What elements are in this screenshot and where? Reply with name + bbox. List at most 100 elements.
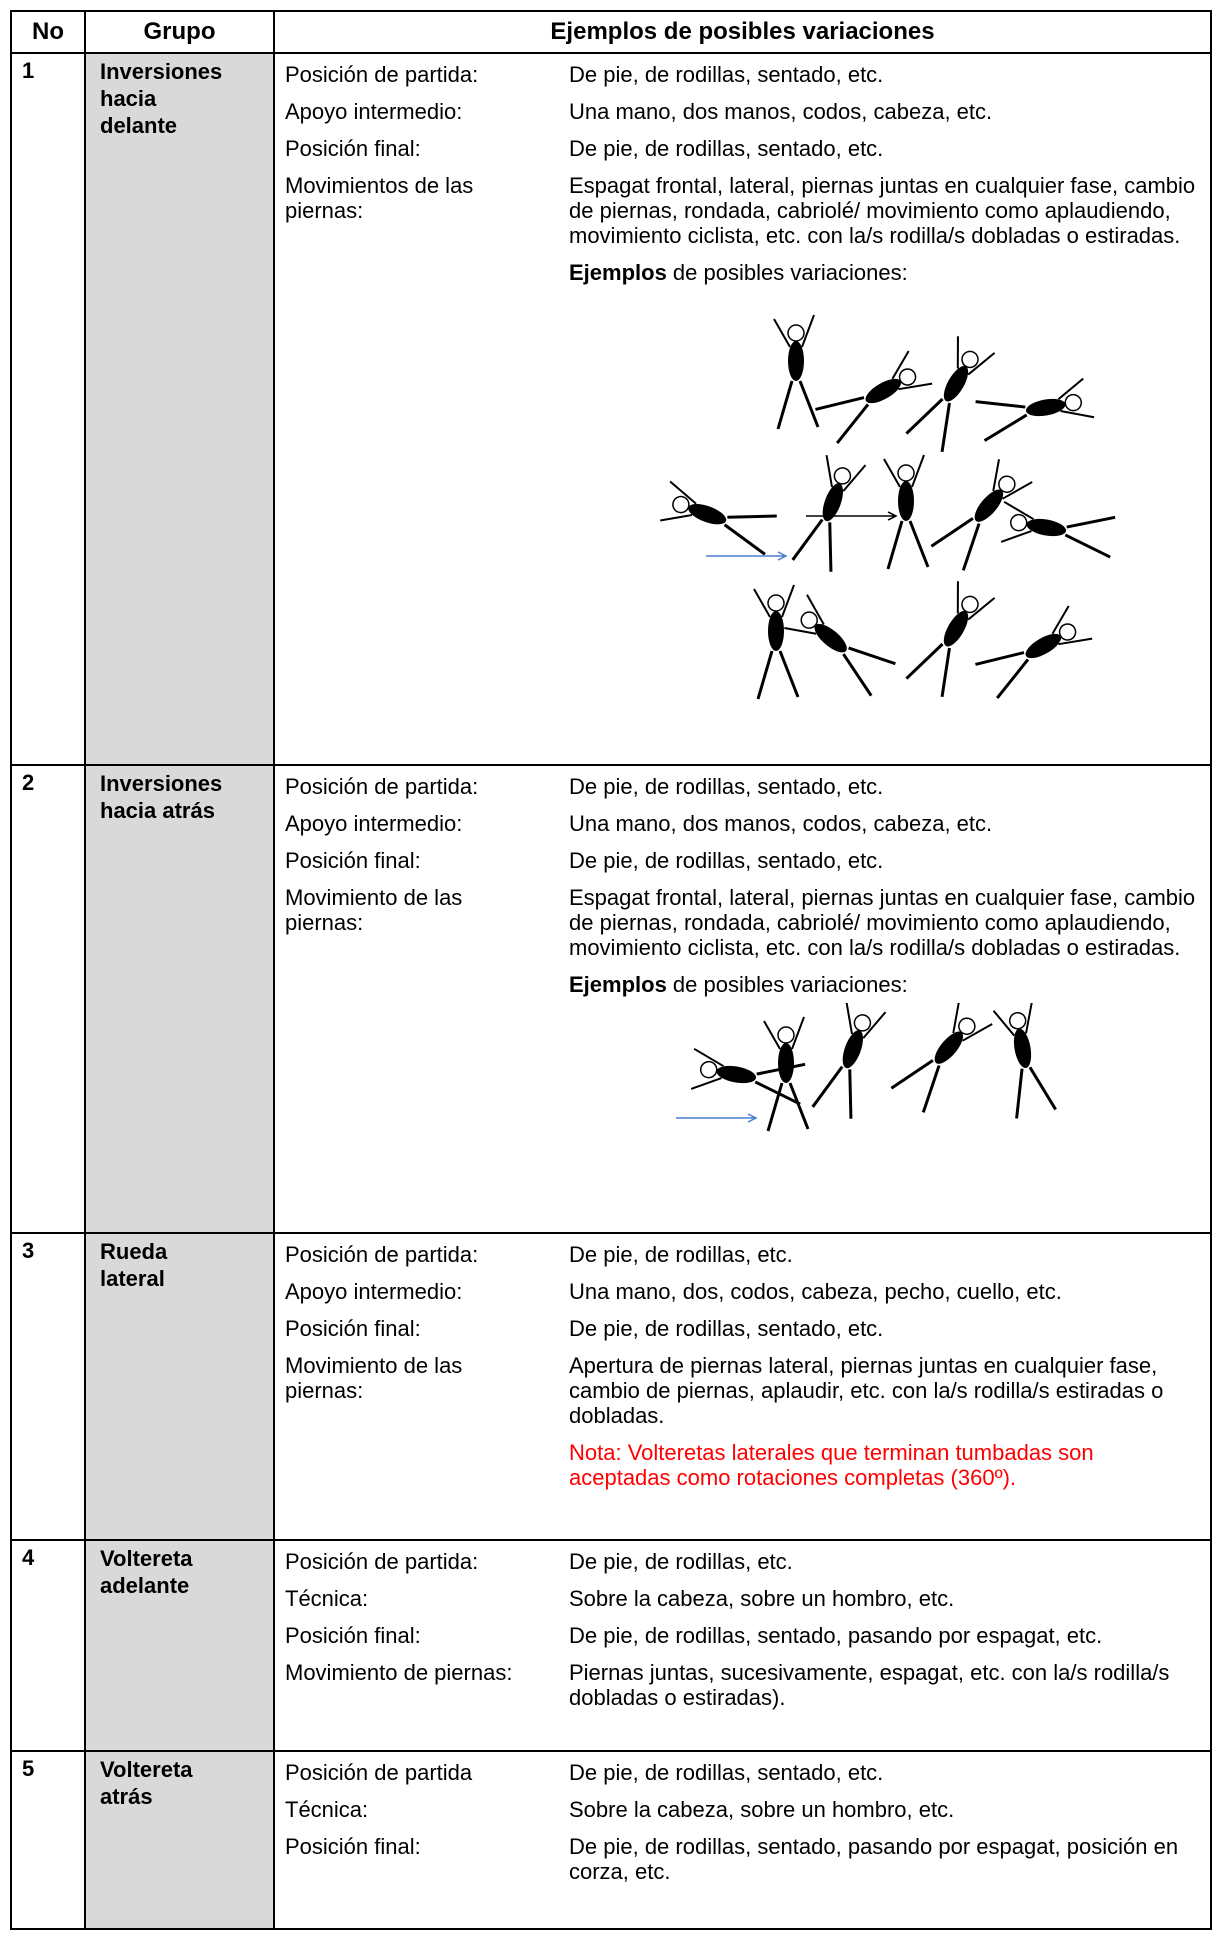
row-number: 1 [10, 52, 86, 766]
figure-arms [762, 1016, 805, 1050]
header-examples: Ejemplos de posibles variaciones [273, 10, 1212, 54]
figure-arms [783, 594, 825, 635]
group-line: hacia [100, 86, 157, 111]
variations-cell: Posición de partida: De pie, de rodillas,… [273, 52, 1212, 766]
examples-rest: de posibles variaciones: [666, 260, 908, 285]
figure-torso [865, 378, 901, 404]
figure-legs [1064, 515, 1115, 559]
row-number: 3 [10, 1232, 86, 1541]
group-name: Voltereta adelante [84, 1539, 275, 1752]
note: Nota: Volteretas laterales que terminan … [569, 1440, 1094, 1490]
item-value: De pie, de rodillas, sentado, etc. [569, 1316, 884, 1341]
table-row: 3 Rueda lateral Posición de partida: De pie,… [10, 1232, 1212, 1541]
gymnast-figure [974, 377, 1094, 442]
variations-grid: Posición de partida: De pie, de rodillas,… [275, 1541, 1210, 1718]
figure-torso [842, 1030, 863, 1069]
row-number: 4 [10, 1539, 86, 1752]
group-line: atrás [100, 1784, 153, 1809]
header-group: Grupo [84, 10, 275, 54]
item-value: De pie, de rodillas, sentado, etc. [569, 62, 884, 87]
variations-cell: Posición de partida: De pie, de rodillas,… [273, 1232, 1212, 1541]
item-label: Apoyo intermedio: [285, 99, 463, 124]
item-value: Piernas juntas, sucesivamente, espagat, … [569, 1660, 1170, 1710]
figure-arms [992, 1003, 1033, 1037]
group-line: adelante [100, 1573, 190, 1598]
examples-rest: de posibles variaciones: [666, 972, 908, 997]
figure-head [1009, 513, 1027, 532]
gymnast-figure [810, 1003, 886, 1119]
gymnast-figure [790, 455, 866, 572]
figure-legs [790, 518, 832, 572]
figure-head [1064, 393, 1082, 412]
item-value: Sobre la cabeza, sobre un hombro, etc. [569, 1586, 955, 1611]
figure-torso [943, 365, 968, 402]
item-value: Una mano, dos manos, codos, cabeza, etc. [569, 811, 993, 836]
group-line: Inversiones [100, 771, 223, 796]
item-value: Espagat frontal, lateral, piernas juntas… [569, 173, 1196, 248]
examples-caption: Ejemplos de posibles variaciones: [561, 966, 1210, 1003]
figure-torso [943, 610, 968, 647]
figure-legs [904, 642, 951, 698]
item-label: Posición final: [285, 1316, 421, 1341]
group-line: Rueda [100, 1239, 168, 1264]
item-label: Posición de partida: [285, 1242, 479, 1267]
item-label: Técnica: [285, 1586, 369, 1611]
figure-torso [897, 481, 914, 521]
item-label: Posición de partida [285, 1760, 473, 1785]
item-value: De pie, de rodillas, sentado, etc. [569, 136, 884, 161]
figure-legs [766, 1082, 809, 1132]
figure-head [671, 495, 690, 514]
figure-arms [1057, 377, 1094, 419]
figure-legs [890, 1059, 940, 1113]
figure-torso [687, 503, 726, 525]
item-label: Apoyo intermedio: [285, 1279, 463, 1304]
figure-arms [882, 454, 925, 488]
figure-head [799, 611, 818, 629]
figure-torso [767, 611, 784, 651]
examples-bold: Ejemplos [569, 260, 667, 285]
variations-cell: Posición de partida: De pie, de rodillas,… [273, 764, 1212, 1234]
item-label: Posición de partida: [285, 62, 479, 87]
example-illustration [675, 1003, 1057, 1132]
variations-cell: Posición de partida: De pie, de rodillas,… [273, 1539, 1212, 1752]
figure-torso [1025, 633, 1061, 659]
gymnast-figure [762, 1016, 809, 1132]
figure-head [786, 324, 805, 342]
examples-bold: Ejemplos [569, 972, 667, 997]
figure-torso [1013, 1028, 1031, 1069]
item-label: Movimiento de piernas: [285, 1660, 513, 1685]
figure-torso [787, 341, 804, 381]
item-value: De pie, de rodillas, sentado, etc. [569, 1760, 884, 1785]
gymnast-figure [690, 1047, 805, 1106]
gymnast-figure [772, 314, 819, 430]
figure-torso [1025, 398, 1065, 417]
figure-legs [974, 400, 1027, 442]
variations-grid: Posición de partida De pie, de rodillas, … [275, 1752, 1210, 1892]
figure-arms [825, 455, 866, 492]
item-value: De pie, de rodillas, sentado, etc. [569, 848, 884, 873]
table-row: 5 Voltereta atrás Posición de partida De pie… [10, 1750, 1212, 1930]
figure-arms [991, 459, 1033, 500]
gymnast-figure [890, 1003, 993, 1113]
item-label: Movimiento de las piernas: [285, 885, 463, 935]
example-illustration [659, 314, 1115, 700]
figure-torso [777, 1043, 794, 1083]
figure-head [766, 594, 785, 612]
group-name: Rueda lateral [84, 1232, 275, 1541]
figure-legs [723, 514, 777, 556]
figure-arms [951, 1003, 993, 1042]
group-name: Inversiones hacia delante [84, 52, 275, 766]
figure-legs [810, 1065, 852, 1119]
figure-arms [956, 336, 995, 376]
table-row: 4 Voltereta adelante Posición de partida: De… [10, 1539, 1212, 1752]
variations-cell: Posición de partida De pie, de rodillas, … [273, 1750, 1212, 1930]
figure-legs [904, 397, 951, 453]
direction-arrow [705, 551, 788, 561]
item-value: De pie, de rodillas, sentado, etc. [569, 774, 884, 799]
table-row: 2 Inversiones hacia atrás Posición de parti… [10, 764, 1212, 1234]
figure-head [776, 1026, 795, 1044]
figure-arms [752, 584, 795, 618]
figure-legs [930, 517, 980, 571]
direction-arrow [675, 1113, 758, 1123]
